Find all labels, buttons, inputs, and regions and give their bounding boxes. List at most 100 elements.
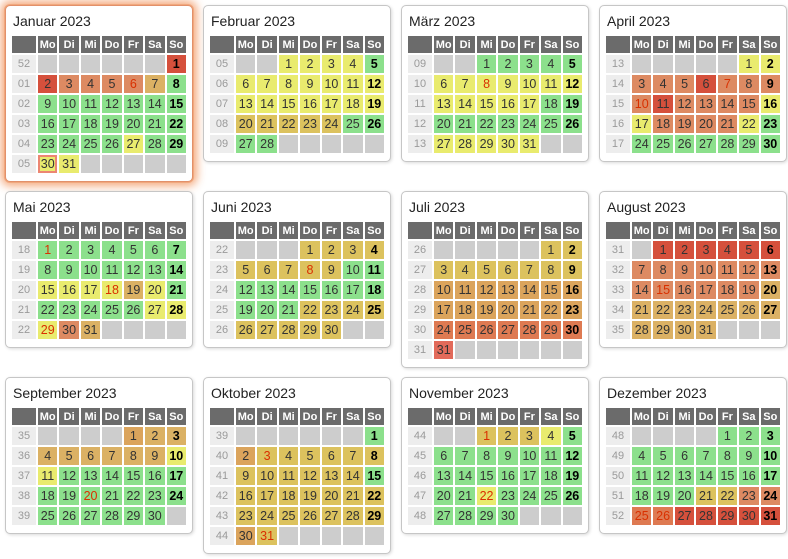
day-cell[interactable]: 7 bbox=[278, 261, 299, 279]
day-cell[interactable]: 24 bbox=[321, 115, 342, 133]
day-cell[interactable]: 29 bbox=[38, 321, 58, 339]
day-cell[interactable]: 20 bbox=[236, 115, 256, 133]
day-cell[interactable]: 9 bbox=[760, 75, 780, 93]
day-cell[interactable]: 17 bbox=[166, 467, 186, 485]
day-cell[interactable]: 13 bbox=[236, 95, 256, 113]
day-cell[interactable]: 13 bbox=[674, 467, 695, 485]
day-cell[interactable]: 29 bbox=[476, 507, 497, 525]
day-cell[interactable]: 12 bbox=[102, 95, 122, 113]
month-panel-9[interactable]: September 2023 Mo Di Mi Do Fr Sa So 35 1 2 3 36 4 5 6 7 8… bbox=[5, 377, 193, 534]
day-cell[interactable]: 23 bbox=[760, 115, 780, 133]
day-cell[interactable]: 4 bbox=[455, 261, 475, 279]
day-cell[interactable]: 15 bbox=[364, 467, 384, 485]
day-cell[interactable]: 26 bbox=[562, 487, 582, 505]
day-cell[interactable]: 25 bbox=[80, 135, 101, 153]
day-cell[interactable]: 28 bbox=[696, 507, 716, 525]
day-cell[interactable]: 22 bbox=[541, 301, 561, 319]
day-cell[interactable]: 22 bbox=[476, 487, 497, 505]
day-cell[interactable]: 5 bbox=[562, 55, 582, 73]
day-cell[interactable]: 15 bbox=[123, 467, 144, 485]
day-cell[interactable]: 14 bbox=[455, 467, 475, 485]
day-cell[interactable]: 19 bbox=[562, 467, 582, 485]
day-cell[interactable]: 2 bbox=[760, 55, 780, 73]
day-cell[interactable]: 28 bbox=[343, 507, 363, 525]
day-cell[interactable]: 25 bbox=[541, 115, 561, 133]
day-cell[interactable]: 9 bbox=[236, 467, 256, 485]
day-cell[interactable]: 18 bbox=[102, 281, 122, 299]
day-cell[interactable]: 8 bbox=[278, 75, 299, 93]
day-cell[interactable]: 12 bbox=[562, 75, 582, 93]
day-cell[interactable]: 24 bbox=[59, 135, 79, 153]
day-cell[interactable]: 1 bbox=[278, 55, 299, 73]
day-cell[interactable]: 30 bbox=[498, 507, 518, 525]
month-panel-4[interactable]: April 2023 Mo Di Mi Do Fr Sa So 13 1 2 14 3 4 5 6 7 8 9 15 1… bbox=[599, 5, 787, 162]
month-panel-12[interactable]: Dezember 2023 Mo Di Mi Do Fr Sa So 48 1 2 3 49 4 5 6 7 8 9… bbox=[599, 377, 787, 534]
day-cell[interactable]: 26 bbox=[674, 135, 695, 153]
day-cell[interactable]: 18 bbox=[541, 95, 561, 113]
day-cell[interactable]: 2 bbox=[321, 241, 342, 259]
day-cell[interactable]: 17 bbox=[696, 281, 716, 299]
day-cell[interactable]: 14 bbox=[278, 281, 299, 299]
day-cell[interactable]: 20 bbox=[760, 281, 780, 299]
day-cell[interactable]: 8 bbox=[653, 261, 673, 279]
day-cell[interactable]: 25 bbox=[455, 321, 475, 339]
day-cell[interactable]: 27 bbox=[696, 135, 716, 153]
day-cell[interactable]: 3 bbox=[321, 55, 342, 73]
day-cell[interactable]: 12 bbox=[476, 281, 497, 299]
day-cell[interactable]: 13 bbox=[434, 95, 454, 113]
day-cell[interactable]: 5 bbox=[562, 427, 582, 445]
day-cell[interactable]: 15 bbox=[278, 95, 299, 113]
day-cell[interactable]: 31 bbox=[434, 341, 454, 359]
day-cell[interactable]: 23 bbox=[562, 301, 582, 319]
day-cell[interactable]: 3 bbox=[519, 55, 540, 73]
day-cell[interactable]: 18 bbox=[38, 487, 58, 505]
day-cell[interactable]: 28 bbox=[102, 507, 122, 525]
day-cell[interactable]: 2 bbox=[300, 55, 320, 73]
day-cell[interactable]: 15 bbox=[166, 95, 186, 113]
day-cell[interactable]: 10 bbox=[519, 447, 540, 465]
day-cell[interactable]: 13 bbox=[321, 467, 342, 485]
day-cell[interactable]: 15 bbox=[739, 95, 759, 113]
day-cell[interactable]: 18 bbox=[455, 301, 475, 319]
day-cell[interactable]: 3 bbox=[80, 241, 101, 259]
day-cell[interactable]: 24 bbox=[257, 507, 277, 525]
day-cell[interactable]: 10 bbox=[257, 467, 277, 485]
day-cell[interactable]: 15 bbox=[476, 95, 497, 113]
day-cell[interactable]: 8 bbox=[364, 447, 384, 465]
day-cell[interactable]: 9 bbox=[59, 261, 79, 279]
day-cell[interactable]: 8 bbox=[739, 75, 759, 93]
day-cell[interactable]: 26 bbox=[59, 507, 79, 525]
day-cell[interactable]: 9 bbox=[498, 75, 518, 93]
day-cell[interactable]: 23 bbox=[674, 301, 695, 319]
day-cell[interactable]: 12 bbox=[674, 95, 695, 113]
day-cell[interactable]: 6 bbox=[321, 447, 342, 465]
day-cell[interactable]: 21 bbox=[145, 115, 165, 133]
month-panel-3[interactable]: März 2023 Mo Di Mi Do Fr Sa So 09 1 2 3 4 5 10 6 7 8 9 10 11… bbox=[401, 5, 589, 162]
day-cell[interactable]: 14 bbox=[519, 281, 540, 299]
day-cell[interactable]: 16 bbox=[321, 281, 342, 299]
day-cell[interactable]: 24 bbox=[760, 487, 780, 505]
day-cell[interactable]: 16 bbox=[38, 115, 58, 133]
day-cell[interactable]: 1 bbox=[653, 241, 673, 259]
day-cell[interactable]: 25 bbox=[541, 487, 561, 505]
day-cell[interactable]: 12 bbox=[123, 261, 144, 279]
day-cell[interactable]: 28 bbox=[166, 301, 186, 319]
day-cell[interactable]: 18 bbox=[343, 95, 363, 113]
day-cell[interactable]: 21 bbox=[278, 301, 299, 319]
day-cell[interactable]: 25 bbox=[343, 115, 363, 133]
day-cell[interactable]: 7 bbox=[455, 447, 475, 465]
day-cell[interactable]: 18 bbox=[653, 115, 673, 133]
day-cell[interactable]: 27 bbox=[257, 321, 277, 339]
month-panel-6[interactable]: Juni 2023 Mo Di Mi Do Fr Sa So 22 1 2 3 4 23 5 6 7 8 9 10 11… bbox=[203, 191, 391, 348]
day-cell[interactable]: 21 bbox=[717, 115, 738, 133]
day-cell[interactable]: 18 bbox=[541, 467, 561, 485]
day-cell[interactable]: 13 bbox=[123, 95, 144, 113]
day-cell[interactable]: 11 bbox=[541, 447, 561, 465]
day-cell[interactable]: 19 bbox=[300, 487, 320, 505]
day-cell[interactable]: 14 bbox=[145, 95, 165, 113]
day-cell[interactable]: 22 bbox=[364, 487, 384, 505]
day-cell[interactable]: 14 bbox=[102, 467, 122, 485]
day-cell[interactable]: 6 bbox=[80, 447, 101, 465]
day-cell[interactable]: 20 bbox=[123, 115, 144, 133]
day-cell[interactable]: 20 bbox=[321, 487, 342, 505]
